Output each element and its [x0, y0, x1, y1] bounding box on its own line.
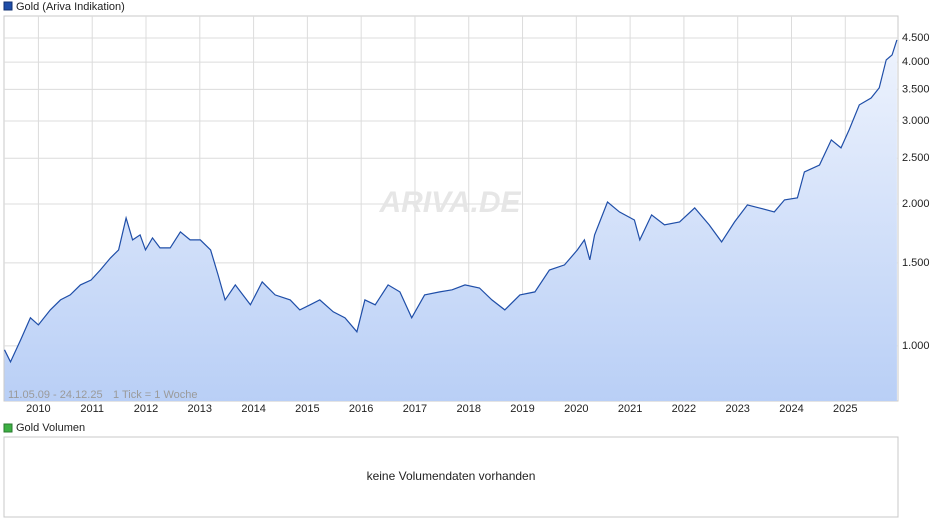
volume-legend-swatch	[3, 423, 13, 433]
area-fill	[4, 39, 897, 402]
y-tick-label: 2.500	[902, 152, 930, 164]
legend-swatch	[3, 1, 13, 11]
x-tick-label: 2017	[403, 403, 427, 415]
legend-label: Gold (Ariva Indikation)	[16, 1, 125, 13]
x-tick-label: 2020	[564, 403, 588, 415]
x-tick-label: 2010	[26, 403, 50, 415]
x-tick-label: 2016	[349, 403, 373, 415]
volume-frame	[3, 436, 899, 518]
x-tick-label: 2011	[80, 403, 104, 415]
y-tick-label: 1.000	[902, 340, 930, 352]
x-tick-label: 2014	[241, 403, 265, 415]
y-tick-label: 4.500	[902, 32, 930, 44]
y-tick-label: 2.000	[902, 198, 930, 210]
x-tick-label: 2023	[725, 403, 749, 415]
x-tick-label: 2012	[134, 403, 158, 415]
y-tick-label: 3.500	[902, 83, 930, 95]
y-tick-label: 1.500	[902, 257, 930, 269]
y-tick-label: 4.000	[902, 56, 930, 68]
x-tick-label: 2019	[510, 403, 534, 415]
volume-legend-label: Gold Volumen	[16, 422, 85, 434]
price-line	[3, 39, 898, 364]
x-tick-label: 2022	[672, 403, 696, 415]
x-tick-label: 2021	[618, 403, 642, 415]
x-tick-label: 2015	[295, 403, 319, 415]
x-tick-label: 2013	[188, 403, 212, 415]
x-tick-label: 2024	[779, 403, 803, 415]
tick-info: 1 Tick = 1 Woche	[113, 389, 197, 401]
x-tick-label: 2025	[833, 403, 857, 415]
y-tick-label: 3.000	[902, 115, 930, 127]
watermark: ARIVA.DE	[378, 186, 521, 219]
x-tick-label: 2018	[457, 403, 481, 415]
date-range: 11.05.09 - 24.12.25	[8, 389, 103, 401]
volume-message: keine Volumendaten vorhanden	[367, 469, 536, 483]
